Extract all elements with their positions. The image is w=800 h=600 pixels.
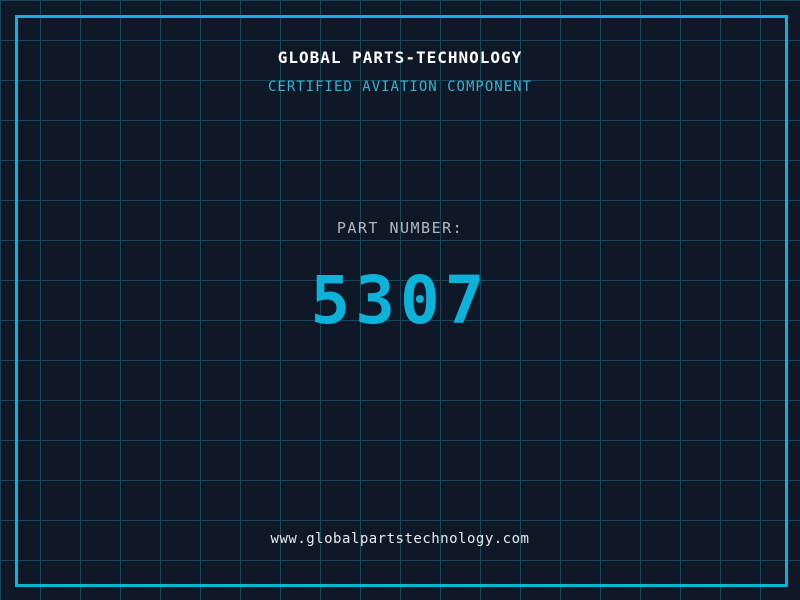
page-subtitle: CERTIFIED AVIATION COMPONENT	[267, 79, 532, 95]
website-url: www.globalpartstechnology.com	[270, 531, 530, 547]
part-number-value: 5307	[310, 262, 490, 339]
frame-border	[15, 15, 788, 587]
page-title: GLOBAL PARTS-TECHNOLOGY	[277, 48, 523, 67]
part-number-label: PART NUMBER:	[336, 219, 464, 237]
